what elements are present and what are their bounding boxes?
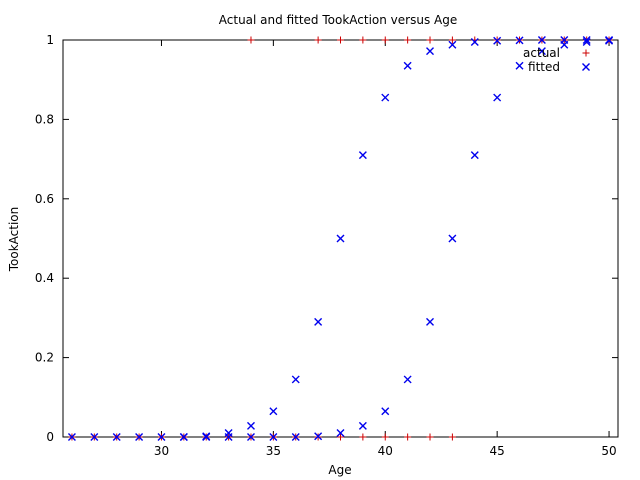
data-point-fitted	[381, 93, 390, 102]
legend-marker-fitted	[582, 63, 590, 71]
data-point-fitted	[336, 429, 345, 438]
data-point-actual	[337, 433, 344, 441]
y-tick-label: 0.4	[35, 271, 54, 285]
data-point-fitted	[537, 36, 546, 44]
data-point-fitted	[314, 317, 323, 326]
data-point-fitted	[560, 40, 569, 49]
data-point-fitted	[582, 37, 591, 46]
data-point-fitted	[269, 433, 278, 441]
data-point-fitted	[336, 234, 345, 243]
data-point-fitted	[470, 37, 479, 46]
data-point-fitted	[448, 40, 457, 49]
x-tick-label: 40	[378, 444, 393, 458]
x-tick-label: 30	[154, 444, 169, 458]
data-point-fitted	[224, 433, 233, 441]
data-point-fitted	[426, 47, 435, 56]
data-point-fitted	[179, 433, 188, 441]
data-point-actual	[426, 36, 434, 44]
data-point-actual	[381, 36, 389, 44]
data-point-actual	[359, 36, 367, 44]
data-point-fitted	[403, 375, 412, 384]
data-point-fitted	[358, 151, 367, 160]
data-point-fitted	[291, 433, 300, 441]
data-series	[67, 36, 614, 441]
chart-title: Actual and fitted TookAction versus Age	[219, 13, 457, 27]
data-point-actual	[381, 433, 389, 441]
y-tick-label: 1	[46, 33, 54, 47]
y-tick-label: 0	[46, 430, 54, 444]
data-point-fitted	[493, 36, 502, 45]
data-point-fitted	[291, 375, 300, 384]
data-point-fitted	[515, 36, 524, 45]
data-point-actual	[404, 433, 412, 441]
data-point-fitted	[403, 61, 412, 70]
data-point-fitted	[67, 433, 76, 441]
y-axis-label: TookAction	[7, 207, 21, 273]
data-point-fitted	[135, 433, 144, 441]
data-point-actual	[404, 36, 412, 44]
data-point-actual	[448, 36, 456, 44]
data-point-fitted	[202, 433, 211, 441]
data-point-fitted	[582, 36, 591, 44]
data-point-fitted	[448, 234, 457, 243]
data-point-fitted	[314, 432, 323, 441]
x-tick-label: 45	[490, 444, 505, 458]
data-point-actual	[448, 433, 456, 441]
axis-ticks: 30 35 40 45 50 0 0.2 0.4 0.6 0.8 1	[35, 33, 618, 458]
data-point-actual	[314, 36, 322, 44]
y-tick-label: 0.6	[35, 192, 54, 206]
data-point-fitted	[515, 61, 524, 70]
legend-label-actual: actual	[523, 46, 560, 60]
data-point-actual	[359, 433, 367, 441]
data-point-fitted	[381, 407, 390, 416]
series-fitted	[67, 36, 614, 441]
y-tick-label: 0.2	[35, 351, 54, 365]
data-point-fitted	[358, 421, 367, 430]
data-point-fitted	[493, 93, 502, 102]
data-point-fitted	[90, 433, 99, 441]
data-point-fitted	[537, 47, 546, 56]
data-point-fitted	[605, 36, 614, 45]
x-axis-label: Age	[328, 463, 351, 477]
x-tick-label: 35	[266, 444, 281, 458]
data-point-actual	[426, 433, 434, 441]
legend-marker-actual	[582, 49, 590, 57]
data-point-actual	[247, 36, 255, 44]
data-point-fitted	[426, 317, 435, 326]
data-point-fitted	[269, 407, 278, 416]
data-point-fitted	[157, 433, 166, 441]
legend-label-fitted: fitted	[528, 60, 560, 74]
data-point-fitted	[246, 421, 255, 430]
y-tick-label: 0.8	[35, 112, 54, 126]
data-point-fitted	[112, 433, 121, 441]
x-tick-label: 50	[601, 444, 616, 458]
data-point-fitted	[246, 433, 255, 441]
data-point-actual	[337, 36, 344, 44]
data-point-fitted	[470, 151, 479, 160]
